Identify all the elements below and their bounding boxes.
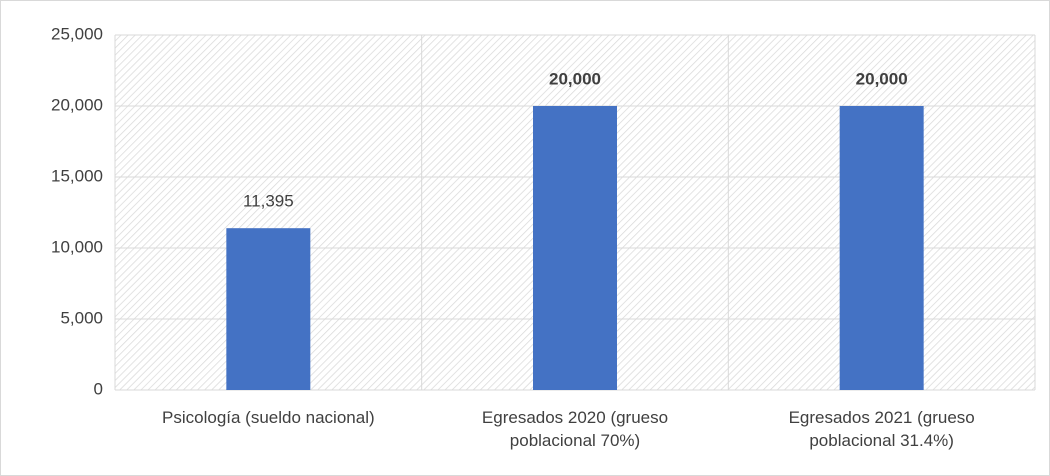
y-tick-label: 5,000 — [60, 308, 103, 327]
bar — [226, 228, 311, 390]
y-tick-label: 20,000 — [51, 95, 103, 114]
bar — [839, 106, 924, 390]
bar — [533, 106, 617, 390]
y-tick-label: 0 — [94, 379, 103, 398]
x-tick-label: Egresados 2021 (grueso poblacional 31.4%… — [788, 408, 975, 450]
x-tick-label: Psicología (sueldo nacional) — [162, 408, 375, 427]
y-tick-label: 10,000 — [51, 237, 103, 256]
y-tick-label: 25,000 — [51, 24, 103, 43]
x-tick-label: Egresados 2020 (grueso poblacional 70%) — [481, 408, 669, 450]
y-tick-label: 15,000 — [51, 166, 103, 185]
value-label: 11,395 — [243, 192, 294, 211]
value-label: 20,000 — [549, 69, 601, 88]
value-label: 20,000 — [856, 69, 908, 88]
